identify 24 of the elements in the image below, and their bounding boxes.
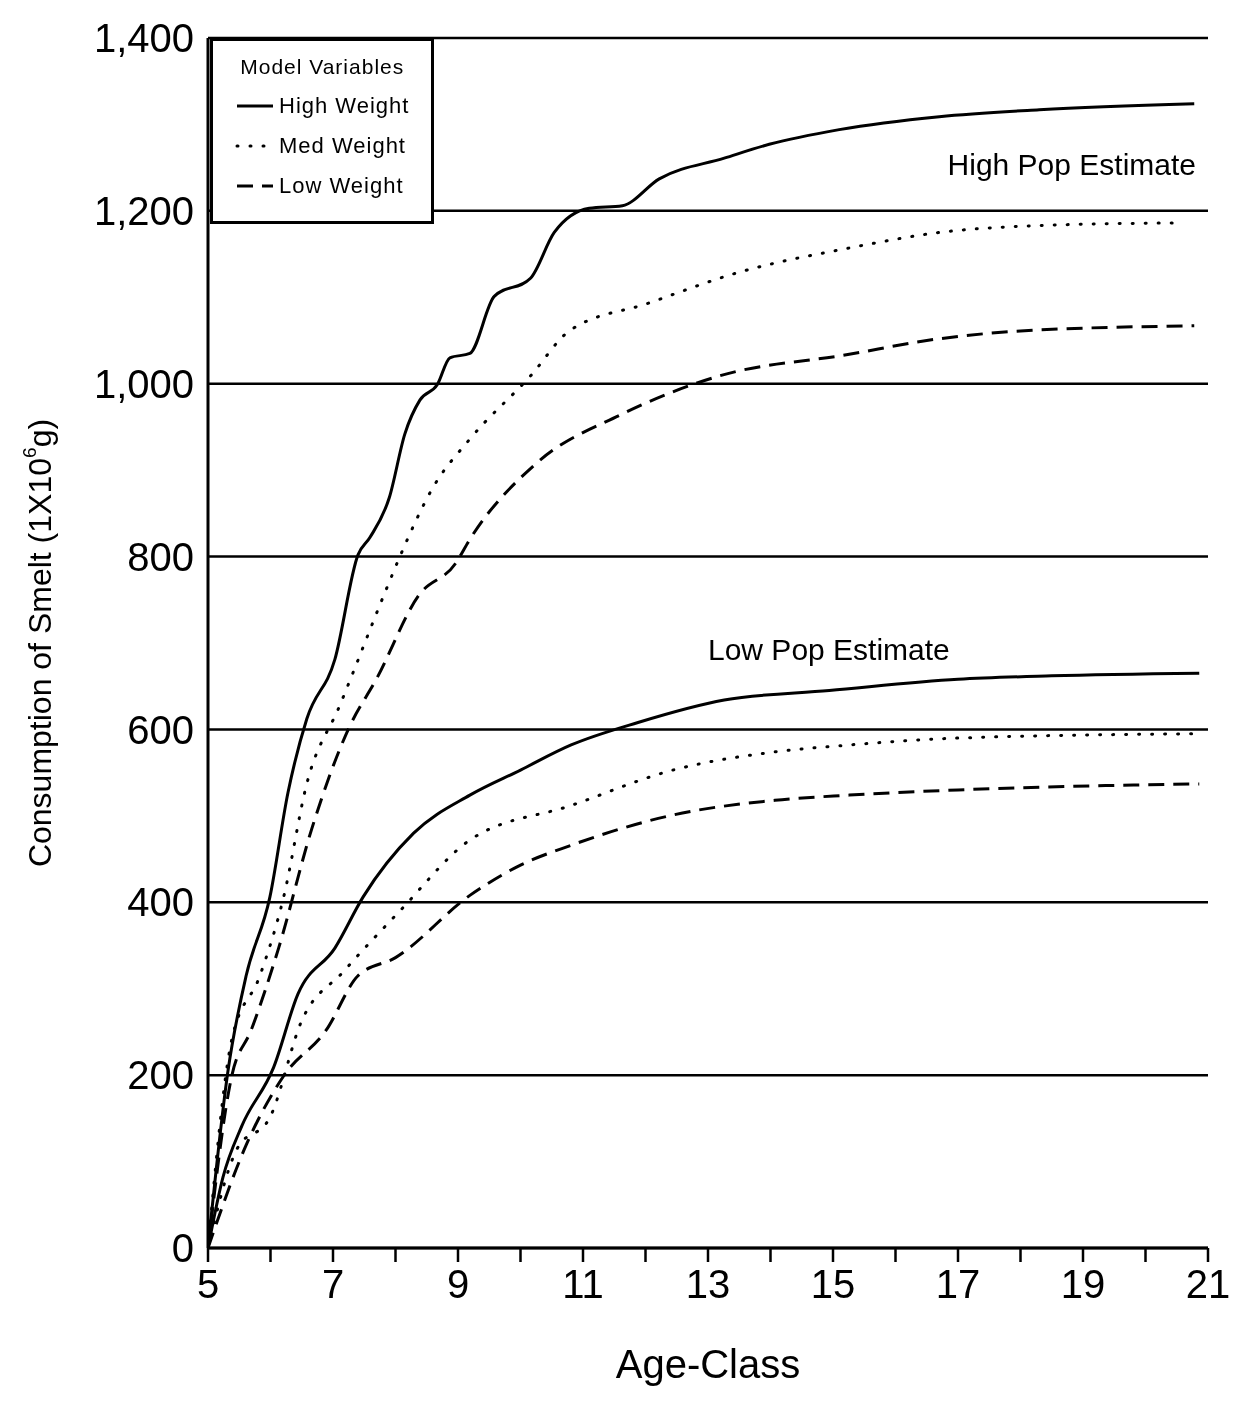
- y-tick-label: 600: [127, 707, 194, 752]
- legend-label: High Weight: [279, 93, 410, 119]
- x-axis-title: Age-Class: [615, 1342, 801, 1386]
- legend-label: Low Weight: [279, 173, 404, 199]
- y-tick-label: 0: [171, 1226, 194, 1271]
- x-tick-label: 21: [1185, 1262, 1231, 1307]
- x-tick-label: 13: [685, 1262, 731, 1307]
- y-tick-label: 1,200: [93, 189, 194, 234]
- annotation: Low Pop Estimate: [708, 633, 950, 667]
- y-tick-label: 800: [127, 534, 194, 579]
- x-tick-label: 17: [935, 1262, 981, 1307]
- y-tick-label: 400: [127, 880, 194, 925]
- legend-title: Model Variables: [239, 55, 406, 79]
- x-tick-label: 15: [810, 1262, 856, 1307]
- x-tick-label: 7: [321, 1262, 345, 1307]
- x-tick-label: 19: [1060, 1262, 1106, 1307]
- annotation: High Pop Estimate: [947, 148, 1196, 182]
- x-tick-label: 9: [446, 1262, 470, 1307]
- y-tick-label: 1,400: [93, 16, 194, 61]
- x-tick-label: 5: [196, 1262, 220, 1307]
- y-tick-label: 1,000: [93, 361, 194, 406]
- x-tick-label: 11: [562, 1262, 604, 1307]
- legend-label: Med Weight: [279, 133, 406, 159]
- y-tick-label: 200: [127, 1053, 194, 1098]
